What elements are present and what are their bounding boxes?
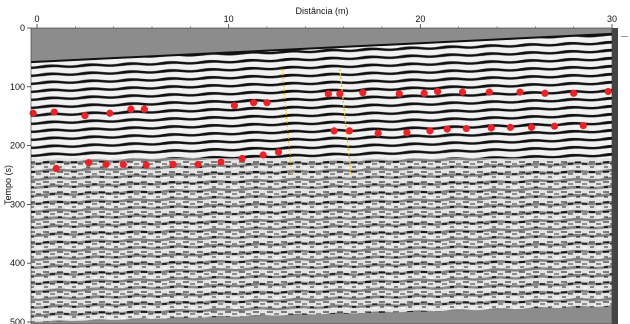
y-tick-label: 300: [10, 199, 25, 209]
y-tick-label: 200: [10, 141, 25, 151]
reflector-point: [426, 127, 434, 135]
reflector-point: [579, 122, 587, 130]
reflector-markers: [29, 87, 612, 173]
x-tick-label: 0: [34, 14, 39, 24]
reflector-point: [127, 105, 135, 113]
reflector-point: [570, 89, 578, 97]
reflector-point: [345, 127, 354, 135]
y-tick-label: 0: [20, 23, 25, 33]
y-tick-label: 100: [10, 82, 25, 92]
reflector-point: [194, 160, 202, 169]
right-scale-bar: [612, 28, 618, 324]
reflector-point: [443, 125, 451, 133]
x-tick-label: 10: [224, 14, 234, 24]
reflector-point: [249, 99, 258, 107]
x-tick-label: 30: [607, 14, 617, 24]
reflector-point: [324, 90, 332, 98]
y-axis: 0 100 200 300 400 500: [10, 23, 31, 324]
reflector-point: [52, 164, 60, 173]
reflector-point: [527, 123, 536, 131]
reflector-point: [359, 89, 367, 97]
reflector-point: [238, 154, 246, 163]
reflector-point: [274, 148, 283, 156]
y-tick-label: 400: [10, 258, 25, 268]
fault-line: [281, 69, 293, 177]
reflector-point: [458, 88, 467, 96]
x-tick-label: 20: [415, 14, 425, 24]
reflector-point: [604, 87, 612, 96]
reflector-point: [550, 122, 559, 130]
reflector-point: [50, 108, 58, 116]
reflector-point: [336, 90, 344, 98]
reflector-point: [395, 90, 403, 98]
side-mark-top: —: [621, 33, 628, 40]
reflector-point: [140, 105, 148, 113]
reflector-point: [217, 158, 225, 166]
radar-section: [31, 28, 612, 324]
y-axis-title: Tempo (s): [3, 165, 13, 205]
reflector-point: [259, 151, 267, 159]
reflector-point: [263, 99, 271, 107]
reflector-point: [403, 129, 411, 137]
reflector-point: [433, 87, 442, 96]
reflector-point: [330, 127, 338, 135]
reflector-point: [169, 160, 177, 169]
reflector-point: [541, 89, 549, 97]
reflector-point: [462, 124, 470, 133]
reflector-point: [374, 129, 382, 137]
reflector-point: [81, 112, 89, 120]
reflector-point: [230, 102, 239, 110]
reflector-point: [102, 160, 110, 169]
bottom-gap-region: [31, 306, 612, 324]
reflector-point: [29, 109, 37, 117]
reflector-point: [85, 159, 93, 167]
reflector-point: [142, 161, 150, 169]
reflector-point: [487, 124, 495, 132]
reflector-point: [420, 89, 428, 97]
reflector-point: [506, 123, 515, 131]
y-tick-label: 500: [10, 317, 25, 324]
reflector-point: [119, 160, 127, 169]
x-axis: 0 10 20 30: [34, 14, 617, 28]
fault-lines: [281, 69, 353, 177]
air-gap-region: [31, 28, 612, 63]
x-axis-title: Distância (m): [295, 6, 348, 16]
reflector-point: [106, 109, 114, 117]
reflector-point: [516, 88, 524, 96]
reflector-point: [485, 88, 493, 96]
fault-line: [339, 69, 353, 177]
surface-line: [31, 32, 612, 64]
